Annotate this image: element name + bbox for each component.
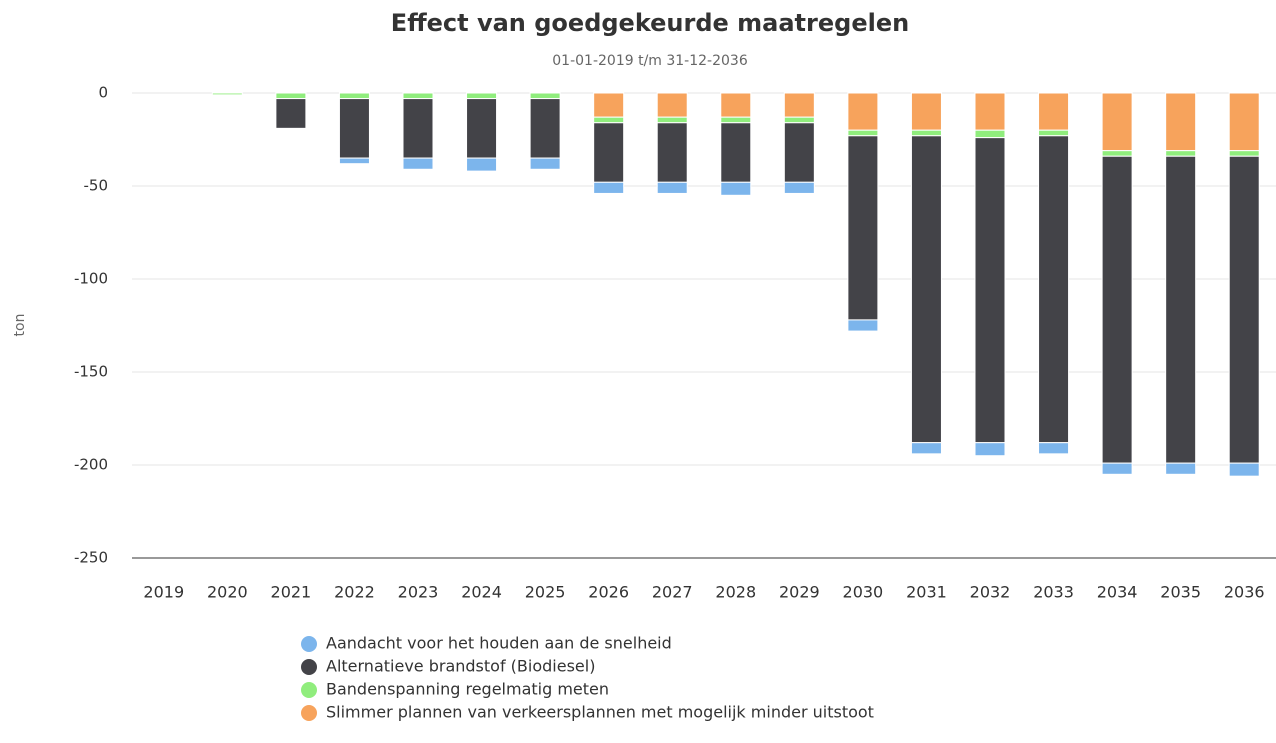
bar-segment: [910, 135, 942, 444]
bar-segment: [211, 92, 243, 96]
legend-label: Slimmer plannen van verkeersplannen met …: [326, 703, 874, 722]
bar-segment: [1228, 92, 1260, 152]
legend-label: Alternatieve brandstof (Biodiesel): [326, 657, 595, 676]
bar-segment: [275, 98, 307, 129]
bar-segment: [720, 122, 752, 183]
bar-segment: [593, 181, 625, 194]
bar-segment: [1165, 155, 1197, 464]
bar-segment: [720, 92, 752, 118]
legend-marker: [301, 705, 317, 721]
x-tick-label: 2033: [1033, 583, 1074, 602]
bar-segment: [1228, 155, 1260, 464]
bar-segment: [1165, 92, 1197, 152]
bar-segment: [1101, 462, 1133, 475]
bar-segment: [338, 157, 370, 165]
x-tick-label: 2020: [207, 583, 248, 602]
y-axis-title: ton: [12, 314, 28, 337]
bar-segment: [720, 181, 752, 196]
bar-segment: [593, 122, 625, 183]
legend-marker: [301, 636, 317, 652]
legend-marker: [301, 682, 317, 698]
x-tick-label: 2026: [588, 583, 629, 602]
bar-segment: [1101, 92, 1133, 152]
legend-label: Bandenspanning regelmatig meten: [326, 680, 609, 699]
bar-segment: [1101, 150, 1133, 157]
x-tick-label: 2019: [143, 583, 184, 602]
bar-segment: [529, 98, 561, 159]
bar-segment: [910, 92, 942, 131]
bar-segment: [338, 92, 370, 100]
bar-segment: [1228, 150, 1260, 157]
bar-segment: [847, 135, 879, 321]
legend-label: Aandacht voor het houden aan de snelheid: [326, 634, 672, 653]
y-tick-label: -200: [74, 456, 108, 474]
bar-segment: [656, 116, 688, 124]
y-tick-label: -100: [74, 270, 108, 288]
bar-segment: [720, 116, 752, 124]
bar-segment: [402, 157, 434, 170]
x-tick-label: 2023: [398, 583, 439, 602]
x-tick-label: 2028: [715, 583, 756, 602]
bar-segment: [974, 92, 1006, 131]
bar-segment: [974, 137, 1006, 444]
bar-segment: [847, 92, 879, 131]
bar-segment: [466, 92, 498, 100]
bar-segment: [656, 181, 688, 194]
bar-segment: [402, 92, 434, 100]
bar-segment: [466, 98, 498, 159]
bar-segment: [974, 129, 1006, 139]
bar-segment: [910, 442, 942, 455]
bar-segment: [1101, 155, 1133, 464]
x-tick-label: 2029: [779, 583, 820, 602]
y-tick-label: -250: [74, 549, 108, 567]
y-tick-label: -150: [74, 363, 108, 381]
bar-segment: [1038, 92, 1070, 131]
bar-segment: [1165, 462, 1197, 475]
bar-segment: [656, 122, 688, 183]
x-tick-label: 2022: [334, 583, 375, 602]
chart-title: Effect van goedgekeurde maatregelen: [391, 9, 909, 37]
bar-segment: [656, 92, 688, 118]
bar-segment: [593, 116, 625, 124]
bar-segment: [275, 92, 307, 100]
bar-segment: [847, 129, 879, 137]
bar-segment: [910, 129, 942, 137]
y-tick-label: -50: [84, 177, 109, 195]
x-tick-label: 2031: [906, 583, 947, 602]
bar-segment: [783, 122, 815, 183]
bar-segment: [974, 442, 1006, 457]
bar-segment: [529, 157, 561, 170]
bar-segment: [1038, 442, 1070, 455]
x-tick-label: 2021: [271, 583, 312, 602]
x-tick-label: 2027: [652, 583, 693, 602]
y-tick-label: 0: [98, 84, 108, 102]
bar-segment: [783, 116, 815, 124]
x-tick-label: 2024: [461, 583, 502, 602]
bar-segment: [529, 92, 561, 100]
bar-segment: [783, 92, 815, 118]
x-tick-label: 2030: [843, 583, 884, 602]
x-tick-label: 2036: [1224, 583, 1265, 602]
bar-segment: [466, 157, 498, 172]
bar-segment: [338, 98, 370, 159]
bar-segment: [847, 319, 879, 332]
x-tick-label: 2035: [1160, 583, 1201, 602]
x-tick-label: 2025: [525, 583, 566, 602]
bar-segment: [783, 181, 815, 194]
legend-marker: [301, 659, 317, 675]
bar-segment: [1228, 462, 1260, 477]
bar-segment: [1165, 150, 1197, 157]
bar-segment: [402, 98, 434, 159]
bar-segment: [593, 92, 625, 118]
bar-segment: [1038, 135, 1070, 444]
chart-subtitle: 01-01-2019 t/m 31-12-2036: [552, 53, 748, 69]
x-tick-label: 2034: [1097, 583, 1138, 602]
bar-segment: [1038, 129, 1070, 137]
x-tick-label: 2032: [970, 583, 1011, 602]
